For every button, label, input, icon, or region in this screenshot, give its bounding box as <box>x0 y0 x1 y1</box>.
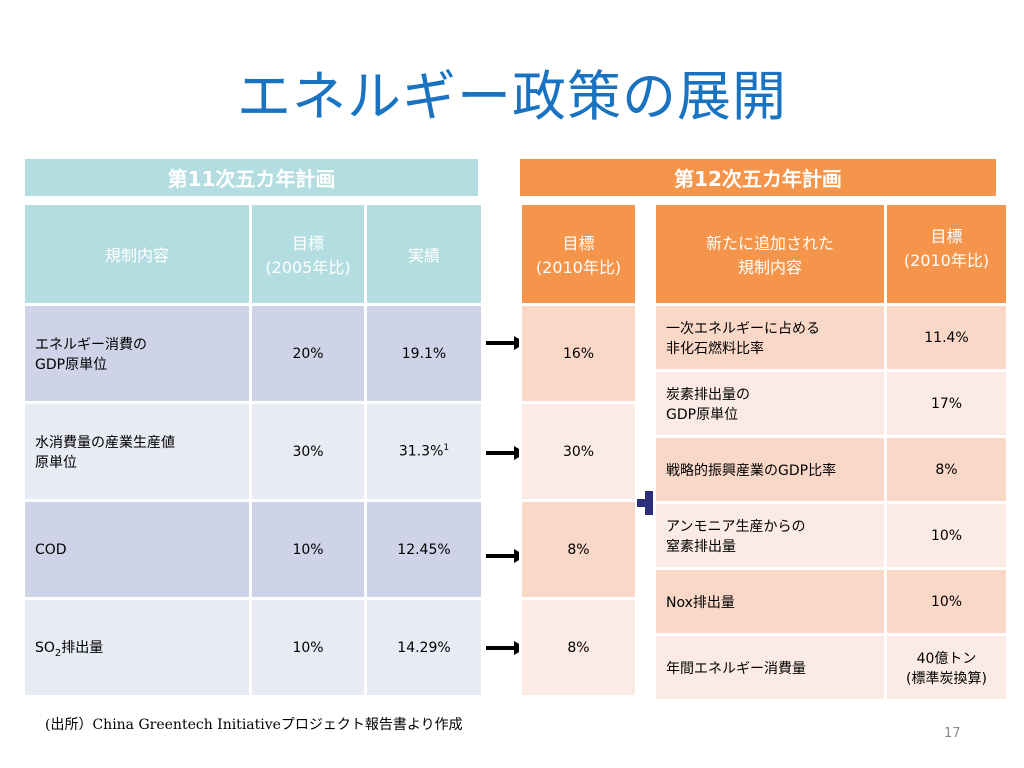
row-label: 戦略的振興産業のGDP比率 <box>653 435 887 504</box>
row-label: 一次エネルギーに占める 非化石燃料比率 <box>653 303 887 372</box>
row-label: SO2排出量 <box>22 597 252 698</box>
column-header-new-target: 目標 (2010年比) <box>884 202 1009 306</box>
plan12-target-table: 目標 (2010年比) 16% 30% 8% 8% <box>519 202 638 698</box>
row-label: アンモニア生産からの 窒素排出量 <box>653 501 887 570</box>
target-value: 10% <box>884 567 1009 636</box>
actual-value: 19.1% <box>364 303 484 404</box>
footnote-mark: 1 <box>443 443 450 454</box>
table-row: 水消費量の産業生産値 原単位 30% 31.3%1 <box>22 401 484 502</box>
row-label: Nox排出量 <box>653 567 887 636</box>
plan12-header: 第12次五カ年計画 <box>520 159 996 196</box>
row-label: COD <box>22 499 252 600</box>
table-row: SO2排出量 10% 14.29% <box>22 597 484 698</box>
table-row: 炭素排出量の GDP原単位 17% <box>653 369 1009 438</box>
target-value: 17% <box>884 369 1009 438</box>
target-value: 10% <box>249 597 367 698</box>
table-row: アンモニア生産からの 窒素排出量 10% <box>653 501 1009 570</box>
target-value: 16% <box>519 303 638 404</box>
plus-icon <box>637 491 661 515</box>
target-value: 20% <box>249 303 367 404</box>
plan11-table: 規制内容 目標 (2005年比) 実績 エネルギー消費の GDP原単位 20% … <box>22 202 484 698</box>
row-label: 年間エネルギー消費量 <box>653 633 887 702</box>
target-value: 8% <box>519 499 638 600</box>
actual-value: 31.3%1 <box>364 401 484 502</box>
row-label: 炭素排出量の GDP原単位 <box>653 369 887 438</box>
source-note: (出所）China Greentech Initiativeプロジェクト報告書よ… <box>45 717 463 733</box>
label-main: SO <box>35 639 55 656</box>
column-header-target: 目標 (2005年比) <box>249 202 367 306</box>
table-row: COD 10% 12.45% <box>22 499 484 600</box>
target-value: 10% <box>884 501 1009 570</box>
row-label: エネルギー消費の GDP原単位 <box>22 303 252 404</box>
actual-number: 31.3% <box>398 443 444 460</box>
column-header-actual: 実績 <box>364 202 484 306</box>
target-value: 30% <box>249 401 367 502</box>
plan11-header: 第11次五カ年計画 <box>25 159 478 196</box>
page-number: 17 <box>944 726 961 741</box>
table-row: 戦略的振興産業のGDP比率 8% <box>653 435 1009 504</box>
actual-value: 12.45% <box>364 499 484 600</box>
target-value: 30% <box>519 401 638 502</box>
row-label: 水消費量の産業生産値 原単位 <box>22 401 252 502</box>
column-header-target-2010: 目標 (2010年比) <box>519 202 638 306</box>
table-row: 年間エネルギー消費量 40億トン (標準炭換算) <box>653 633 1009 702</box>
column-header-new-regulation: 新たに追加された 規制内容 <box>653 202 887 306</box>
target-value: 40億トン (標準炭換算) <box>884 633 1009 702</box>
label-subscript: 2 <box>54 647 62 659</box>
table-row: 一次エネルギーに占める 非化石燃料比率 11.4% <box>653 303 1009 372</box>
plan12-new-table: 新たに追加された 規制内容 目標 (2010年比) 一次エネルギーに占める 非化… <box>653 202 1009 702</box>
target-value: 8% <box>519 597 638 698</box>
target-value: 10% <box>249 499 367 600</box>
actual-value: 14.29% <box>364 597 484 698</box>
target-value: 8% <box>884 435 1009 504</box>
target-value: 11.4% <box>884 303 1009 372</box>
column-header-regulation: 規制内容 <box>22 202 252 306</box>
slide-title: エネルギー政策の展開 <box>237 65 787 128</box>
table-row: Nox排出量 10% <box>653 567 1009 636</box>
label-rest: 排出量 <box>61 639 104 656</box>
table-row: エネルギー消費の GDP原単位 20% 19.1% <box>22 303 484 404</box>
